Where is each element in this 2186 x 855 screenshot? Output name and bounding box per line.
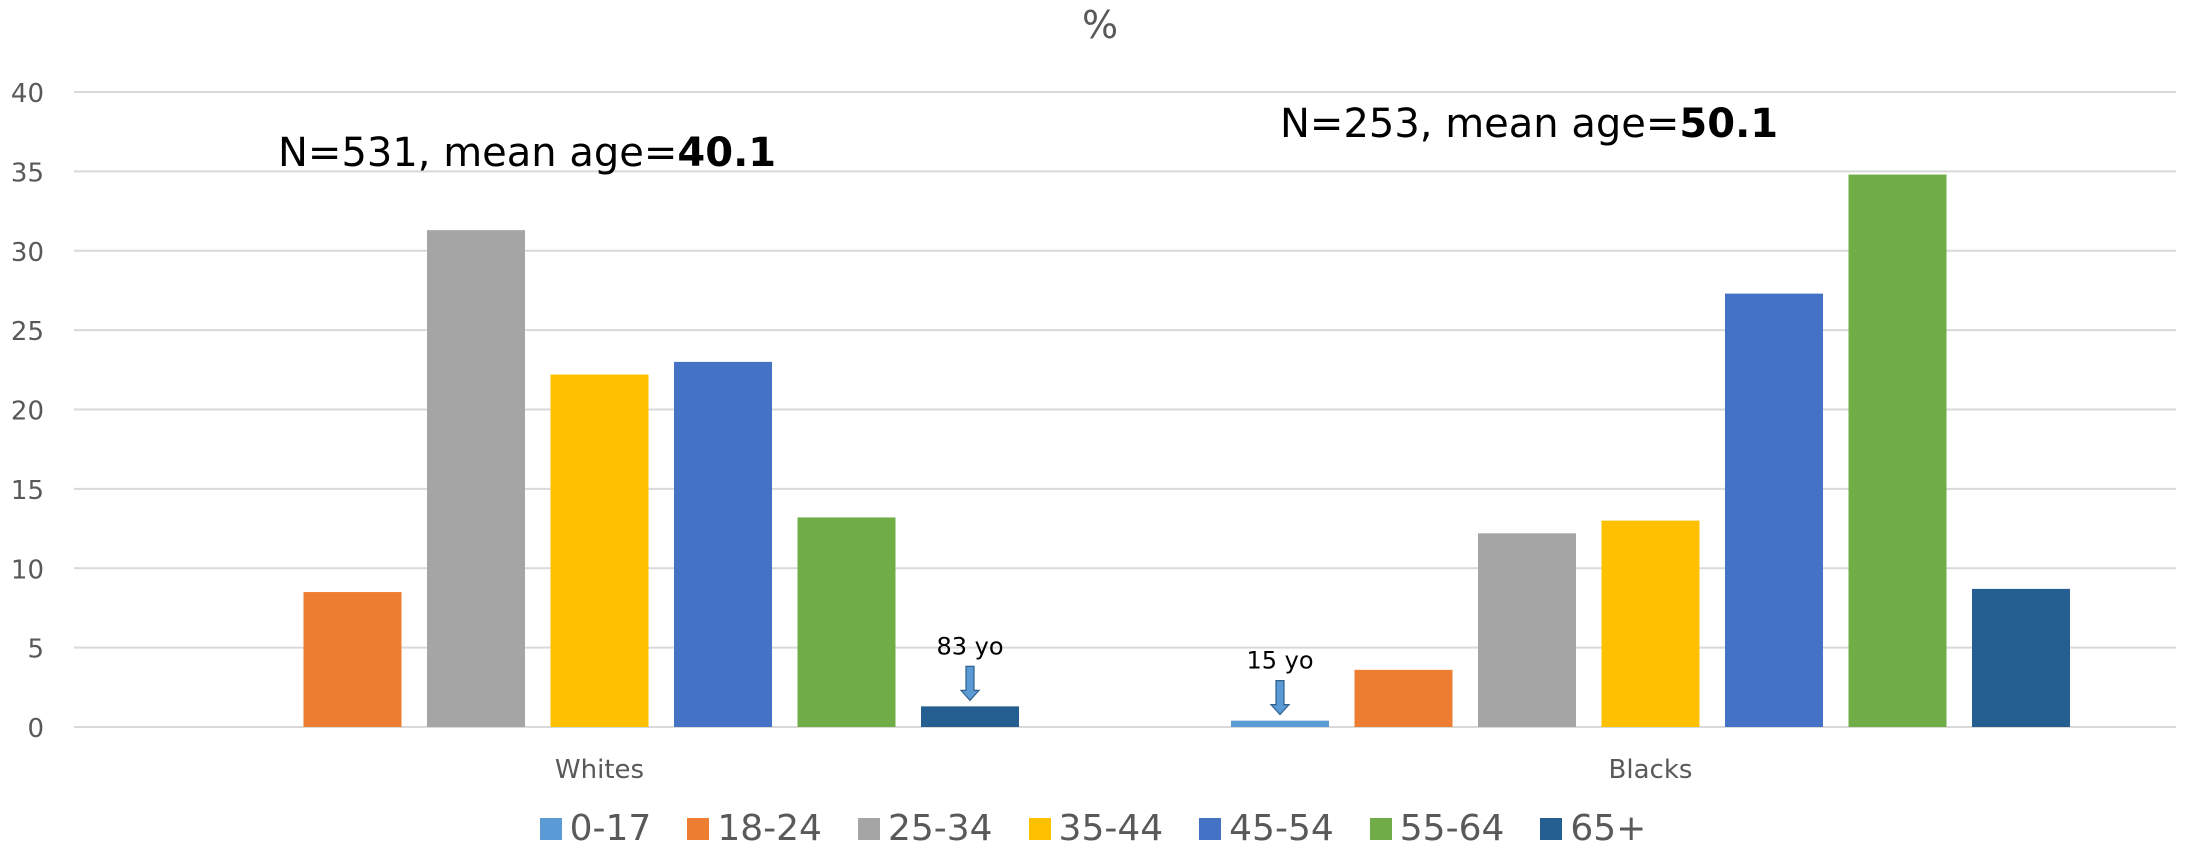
x-tick-label: Whites — [555, 755, 644, 785]
bar-blacks-55-64 — [1848, 174, 1947, 728]
arrow-annotation-label: 15 yo — [1246, 647, 1313, 675]
chart-title: % — [1082, 3, 1118, 47]
legend-item: 18-24 — [687, 808, 822, 849]
x-tick-label: Blacks — [1609, 755, 1693, 785]
y-tick-label: 35 — [11, 158, 44, 188]
y-tick-label: 30 — [11, 238, 44, 268]
y-tick-label: 20 — [11, 397, 44, 427]
legend-label: 65+ — [1570, 808, 1647, 849]
y-tick-label: 10 — [11, 555, 44, 585]
legend-item: 45-54 — [1199, 808, 1334, 849]
gridlines — [74, 91, 2176, 728]
arrow-annotation-label: 83 yo — [936, 632, 1003, 660]
legend-item: 65+ — [1540, 808, 1646, 849]
legend-label: 45-54 — [1229, 808, 1334, 849]
legend-label: 18-24 — [717, 808, 822, 849]
legend-label: 0-17 — [569, 808, 652, 849]
bar-whites-18-24 — [303, 592, 402, 727]
legend-item: 55-64 — [1369, 808, 1505, 849]
bar-whites-65+ — [921, 706, 1019, 727]
bar-whites-45-54 — [674, 361, 772, 727]
bar-blacks-25-34 — [1478, 533, 1576, 727]
down-arrow-icon — [1269, 680, 1291, 716]
bar-blacks-45-54 — [1725, 293, 1823, 727]
bar-whites-25-34 — [427, 230, 525, 728]
y-axis: 0 5 10 15 20 25 30 35 40 — [11, 79, 44, 744]
legend-item: 35-44 — [1028, 808, 1164, 849]
group-annotation: N=531, mean age=40.1 — [278, 130, 776, 176]
legend-swatch — [687, 817, 710, 840]
legend-swatch — [539, 817, 562, 840]
legend-swatch — [1028, 817, 1051, 840]
legend-item: 25-34 — [857, 808, 993, 849]
legend-item: 0-17 — [539, 808, 652, 849]
y-tick-label: 0 — [27, 714, 44, 744]
group-annotation: N=253, mean age=50.1 — [1280, 101, 1778, 147]
legend-swatch — [857, 817, 880, 840]
bar-blacks-65+ — [1972, 588, 2070, 727]
legend-label: 55-64 — [1399, 808, 1505, 849]
y-tick-label: 5 — [27, 635, 44, 665]
x-axis: Whites Blacks — [555, 755, 1693, 785]
legend-swatch — [1199, 817, 1222, 840]
y-tick-label: 15 — [11, 476, 44, 506]
legend-label: 25-34 — [887, 808, 993, 849]
y-tick-label: 40 — [11, 79, 44, 109]
y-tick-label: 25 — [11, 317, 44, 347]
legend: 0-17 18-24 25-34 35-44 45-54 55-64 65+ — [0, 808, 2186, 849]
down-arrow-icon — [959, 665, 981, 702]
legend-swatch — [1540, 817, 1563, 840]
bar-whites-35-44 — [550, 374, 649, 727]
bar-blacks-35-44 — [1601, 520, 1700, 727]
legend-label: 35-44 — [1058, 808, 1164, 849]
bar-whites-55-64 — [797, 517, 896, 727]
bars — [303, 174, 2070, 728]
bar-blacks-18-24 — [1354, 669, 1453, 727]
annotations: N=531, mean age=40.1 N=253, mean age=50.1… — [278, 101, 1778, 716]
bar-blacks-0-17 — [1231, 720, 1329, 727]
legend-swatch — [1369, 817, 1392, 840]
